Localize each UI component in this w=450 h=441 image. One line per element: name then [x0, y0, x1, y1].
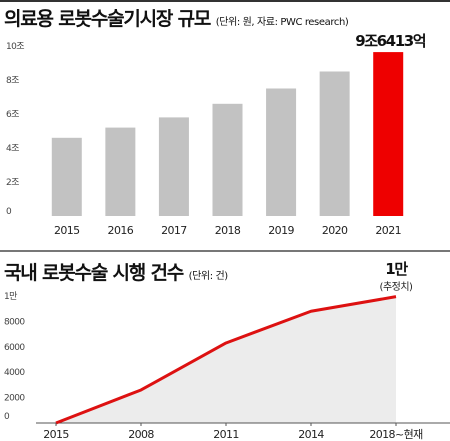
y-tick-label: 4000	[4, 368, 25, 378]
bar	[51, 137, 82, 216]
x-tick-label: 2018~현재	[369, 428, 423, 441]
x-tick-label: 2018	[215, 224, 241, 237]
y-tick-label: 10조	[6, 42, 24, 52]
bar	[266, 88, 297, 216]
y-tick-label: 8조	[6, 76, 19, 86]
x-tick-label: 2017	[161, 224, 187, 237]
y-tick-label: 0	[4, 412, 10, 422]
top-border	[0, 0, 450, 2]
x-tick-label: 2014	[298, 428, 324, 441]
x-tick-label: 2016	[108, 224, 134, 237]
x-tick-label: 2015	[54, 224, 80, 237]
x-tick-label: 2008	[128, 428, 154, 441]
y-tick-label: 8000	[4, 317, 25, 327]
chart-divider	[0, 250, 450, 252]
y-tick-label: 4조	[6, 144, 19, 154]
value-annotation: 1만	[385, 260, 408, 278]
y-tick-label: 0	[6, 207, 12, 217]
y-tick-label: 1만	[4, 291, 17, 302]
y-tick-label: 2000	[4, 394, 25, 404]
x-tick-label: 2015	[43, 428, 69, 441]
y-tick-label: 6조	[6, 110, 19, 120]
x-tick-label: 2019	[268, 224, 294, 237]
market-chart-title-text: 의료용 로봇수술기시장 규모	[4, 8, 211, 30]
bar	[212, 103, 243, 216]
x-tick-label: 2011	[213, 428, 239, 441]
y-tick-label: 2조	[6, 178, 19, 188]
x-tick-label: 2020	[322, 224, 348, 237]
surgery-chart-title: 국내 로봇수술 시행 건수 (단위: 건)	[4, 258, 228, 285]
surgery-chart-title-text: 국내 로봇수술 시행 건수	[4, 262, 184, 284]
x-tick-label: 2021	[375, 224, 401, 237]
market-chart-title: 의료용 로봇수술기시장 규모 (단위: 원, 자료: PWC research)	[4, 4, 349, 31]
value-annotation: 9조6413억	[355, 32, 426, 50]
market-size-bar-chart: 0 2조 4조 6조 8조 10조 2015 2016 2017 2018 2019 2020 2021…	[6, 32, 427, 237]
annotation-note: (추정치)	[380, 281, 414, 293]
series-line	[55, 295, 397, 425]
bar	[158, 117, 189, 216]
y-tick-label: 6000	[4, 343, 25, 353]
bar	[105, 127, 136, 216]
surgery-chart-subtitle: (단위: 건)	[188, 271, 229, 282]
highlight-bar	[373, 52, 404, 216]
bar	[319, 71, 350, 216]
market-chart-subtitle: (단위: 원, 자료: PWC research)	[215, 17, 349, 28]
